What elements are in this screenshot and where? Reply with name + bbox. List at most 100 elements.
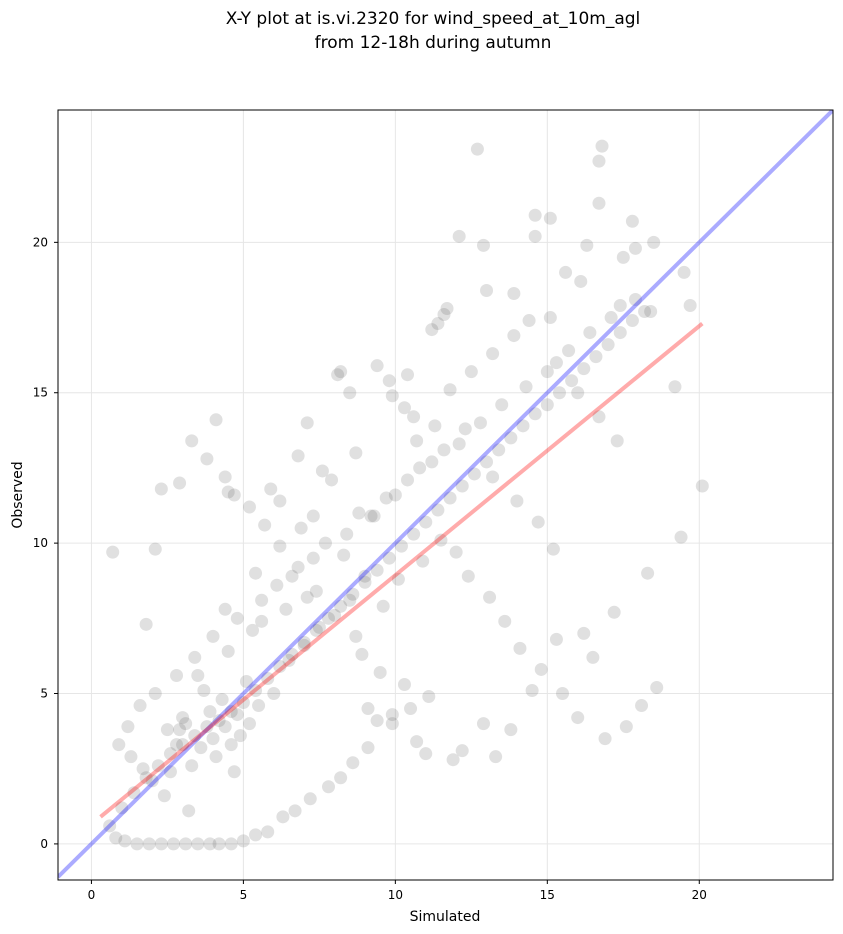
data-point [136,762,150,776]
data-point [367,509,381,523]
data-point [212,837,226,851]
data-point [188,650,202,664]
data-point [644,305,658,319]
data-point [297,638,311,652]
data-point [498,614,512,628]
data-point [443,491,457,505]
data-point [315,464,329,478]
data-point [109,831,123,845]
data-point [589,350,603,364]
data-point [255,614,269,628]
data-point [528,208,542,222]
data-point [227,765,241,779]
data-point [224,705,238,719]
data-point [552,386,566,400]
data-point [513,641,527,655]
data-point [249,684,263,698]
data-point [625,314,639,328]
data-point [401,473,415,487]
data-point [583,326,597,340]
data-point [349,629,363,643]
data-point [647,235,661,249]
data-point [507,286,521,300]
data-point [157,789,171,803]
data-point [577,626,591,640]
data-point [218,470,232,484]
data-point [452,229,466,243]
data-point [425,323,439,337]
data-point [476,238,490,252]
data-point [285,569,299,583]
data-point [473,416,487,430]
data-point [528,229,542,243]
data-point [236,696,250,710]
y-axis-label: Observed [10,461,26,528]
data-point [650,681,664,694]
data-point [625,214,639,228]
data-point [431,317,445,331]
data-point [148,687,162,701]
data-point [340,527,354,541]
data-point [306,509,320,523]
grid [58,110,833,880]
data-point [176,711,190,725]
data-point [580,238,594,252]
data-point [300,590,314,604]
data-point [388,488,402,502]
data-point [492,443,506,457]
reference-lines [58,110,833,879]
data-point [413,461,427,475]
data-point [464,365,478,379]
data-point [510,494,524,508]
data-point [188,729,202,743]
data-point [127,786,141,800]
data-points [103,139,709,851]
data-point [674,530,688,544]
data-point [343,593,357,607]
data-point [276,810,290,824]
data-point [556,687,570,701]
y-tick-label: 5 [40,687,48,701]
data-point [528,407,542,421]
data-point [571,711,585,725]
data-point [382,551,396,565]
identity-line [58,110,833,879]
data-point [160,723,174,737]
data-point [106,545,120,559]
data-point [273,659,287,673]
data-point [604,311,618,325]
data-point [598,732,612,746]
data-point [677,265,691,279]
data-point [543,211,557,225]
x-tick-label: 10 [388,888,403,902]
data-point [224,738,238,752]
data-point [437,443,451,457]
data-point [373,665,387,679]
data-point [476,717,490,731]
data-point [480,455,494,469]
data-point [385,708,399,722]
data-point [437,308,451,322]
data-point [255,593,269,607]
y-tick-label: 15 [33,386,48,400]
data-point [595,139,609,153]
data-point [328,608,342,622]
data-point [246,623,260,637]
data-point [170,668,184,682]
data-point [628,241,642,255]
x-axis-label: Simulated [410,909,481,925]
data-point [242,717,256,731]
data-point [194,741,208,755]
data-point [449,545,463,559]
data-point [209,413,223,427]
data-point [455,479,469,493]
data-point [325,473,339,487]
data-point [115,801,129,815]
data-point [334,365,348,379]
data-point [613,326,627,340]
plot-area-frame [57,109,834,881]
data-point [151,759,165,773]
data-point [507,329,521,343]
data-point [173,476,187,490]
